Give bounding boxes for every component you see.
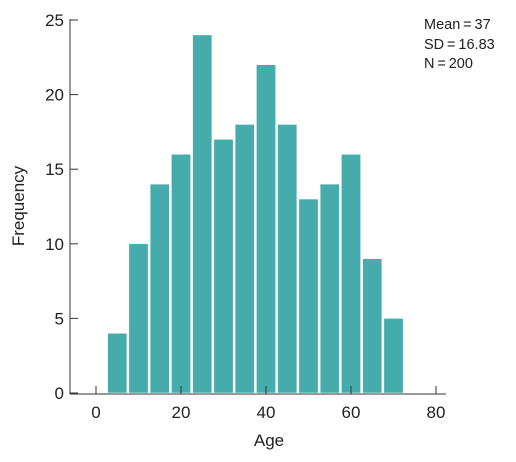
bars-group (107, 34, 404, 394)
y-tick-label-10: 10 (45, 235, 64, 254)
histogram-bar-5 (192, 34, 213, 394)
histogram-bar-8 (256, 64, 276, 394)
y-tick-label-25: 25 (45, 11, 64, 30)
histogram-bar-11 (319, 183, 340, 394)
histogram-bar-4 (171, 154, 191, 394)
y-tick-label-5: 5 (55, 309, 64, 328)
stats-n: N = 200 (424, 56, 473, 72)
histogram-bar-13 (362, 258, 383, 394)
histogram-bar-9 (277, 124, 298, 394)
y-tick-label-15: 15 (45, 160, 64, 179)
y-tick-label-20: 20 (45, 86, 64, 105)
axes-group: 0 5 10 15 20 25 0 20 40 60 80 (45, 11, 446, 422)
histogram-bar-6 (213, 139, 234, 394)
stats-mean: Mean = 37 (424, 17, 491, 33)
y-tick-label-0: 0 (55, 384, 64, 403)
x-tick-label-40: 40 (257, 403, 276, 422)
x-tick-label-0: 0 (91, 403, 100, 422)
histogram-bar-12 (341, 154, 361, 394)
x-tick-label-60: 60 (342, 403, 361, 422)
stats-annotation: Mean = 37 SD = 16.83 N = 200 (424, 16, 495, 75)
x-tick-label-80: 80 (427, 403, 446, 422)
y-axis-label: Frequency (9, 165, 28, 246)
histogram-bar-3 (149, 183, 170, 394)
stats-sd: SD = 16.83 (424, 36, 495, 53)
histogram-bar-14 (383, 318, 404, 394)
x-tick-label-20: 20 (172, 403, 191, 422)
histogram-bar-2 (128, 243, 149, 394)
x-axis-label: Age (254, 431, 284, 450)
histogram-bar-10 (298, 198, 319, 394)
histogram-bar-7 (234, 124, 255, 394)
histogram-bar-1 (107, 333, 128, 394)
